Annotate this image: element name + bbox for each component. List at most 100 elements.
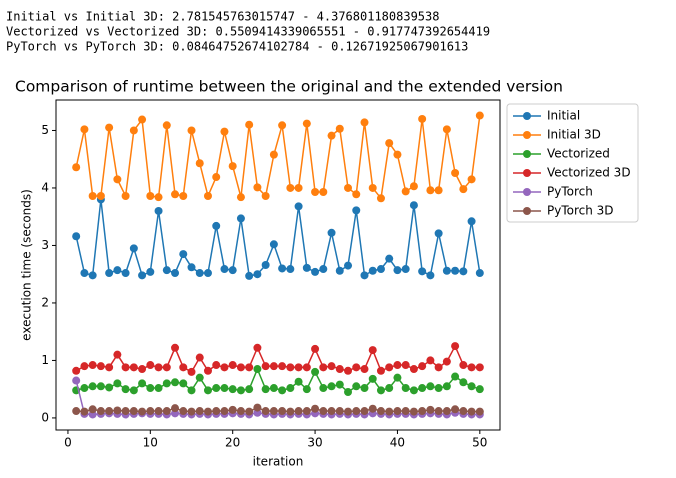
data-point bbox=[451, 372, 460, 381]
data-point bbox=[121, 407, 130, 416]
data-point bbox=[401, 187, 410, 196]
data-point bbox=[475, 269, 484, 278]
data-point bbox=[459, 267, 468, 276]
data-point bbox=[129, 363, 138, 372]
legend-marker bbox=[523, 131, 531, 139]
data-point bbox=[418, 407, 427, 416]
data-point bbox=[311, 367, 320, 376]
y-axis-label: execution time (seconds) bbox=[20, 189, 34, 341]
data-point bbox=[294, 407, 303, 416]
data-point bbox=[105, 363, 114, 372]
legend-label: Initial 3D bbox=[547, 128, 601, 142]
data-point bbox=[278, 264, 287, 273]
data-point bbox=[327, 131, 336, 140]
data-point bbox=[261, 192, 270, 201]
data-point bbox=[434, 407, 443, 416]
data-point bbox=[179, 192, 188, 201]
data-point bbox=[451, 405, 460, 414]
data-point bbox=[319, 407, 328, 416]
data-point bbox=[261, 261, 270, 269]
data-point bbox=[113, 175, 122, 184]
data-point bbox=[146, 192, 155, 201]
data-point bbox=[72, 163, 81, 172]
data-point bbox=[228, 361, 237, 370]
data-point bbox=[269, 362, 278, 371]
data-point bbox=[286, 265, 295, 274]
series-line bbox=[75, 199, 481, 277]
data-point bbox=[138, 365, 147, 374]
data-point bbox=[467, 407, 476, 416]
data-point bbox=[96, 382, 105, 391]
output-line: Vectorized vs Vectorized 3D: 0.550941433… bbox=[6, 25, 490, 39]
data-point bbox=[96, 407, 105, 416]
data-point bbox=[286, 384, 295, 393]
data-point bbox=[228, 266, 237, 275]
data-point bbox=[171, 378, 180, 387]
data-point bbox=[88, 361, 97, 370]
data-point bbox=[451, 169, 460, 178]
output-line: Initial vs Initial 3D: 2.781545763015747… bbox=[6, 10, 439, 24]
data-point bbox=[393, 361, 402, 370]
data-point bbox=[212, 384, 221, 393]
data-point bbox=[228, 162, 237, 171]
data-point bbox=[245, 363, 254, 372]
data-point bbox=[88, 192, 97, 201]
data-point bbox=[434, 384, 443, 393]
data-point bbox=[319, 363, 328, 372]
data-point bbox=[475, 363, 484, 372]
chart-title: Comparison of runtime between the origin… bbox=[15, 78, 563, 96]
data-point bbox=[393, 150, 402, 159]
data-point bbox=[426, 382, 435, 391]
data-point bbox=[278, 362, 287, 371]
data-point bbox=[344, 388, 353, 397]
data-point bbox=[393, 266, 402, 275]
data-point bbox=[302, 263, 311, 272]
data-point bbox=[80, 269, 89, 278]
data-point bbox=[327, 228, 336, 237]
data-point bbox=[236, 214, 245, 223]
data-point bbox=[203, 366, 212, 375]
data-point bbox=[426, 356, 435, 365]
data-point bbox=[451, 342, 460, 351]
legend-label: Vectorized bbox=[547, 147, 610, 161]
data-point bbox=[162, 121, 171, 130]
x-tick-label: 0 bbox=[64, 436, 72, 450]
data-point bbox=[179, 379, 188, 388]
data-point bbox=[335, 407, 344, 416]
data-point bbox=[253, 343, 262, 352]
data-point bbox=[327, 407, 336, 416]
x-tick-label: 10 bbox=[143, 436, 158, 450]
data-point bbox=[352, 206, 361, 215]
data-point bbox=[203, 386, 212, 395]
data-point bbox=[72, 366, 81, 375]
data-point bbox=[459, 407, 468, 416]
data-point bbox=[409, 365, 418, 374]
data-point bbox=[203, 192, 212, 201]
legend-marker bbox=[523, 169, 531, 177]
data-point bbox=[179, 250, 188, 259]
data-point bbox=[311, 187, 320, 196]
data-point bbox=[154, 407, 163, 416]
data-point bbox=[352, 190, 361, 199]
data-point bbox=[360, 271, 369, 280]
data-point bbox=[138, 115, 147, 124]
data-point bbox=[294, 202, 303, 211]
data-point bbox=[212, 361, 221, 370]
data-point bbox=[335, 365, 344, 374]
data-point bbox=[261, 407, 270, 416]
data-point bbox=[245, 407, 254, 416]
data-point bbox=[88, 271, 97, 280]
data-point bbox=[195, 269, 204, 278]
data-point bbox=[187, 263, 196, 272]
data-point bbox=[467, 382, 476, 391]
data-point bbox=[138, 271, 147, 280]
data-point bbox=[302, 407, 311, 416]
data-point bbox=[335, 124, 344, 133]
data-point bbox=[203, 407, 212, 416]
data-point bbox=[278, 386, 287, 395]
data-point bbox=[146, 384, 155, 393]
data-point bbox=[385, 139, 394, 148]
data-point bbox=[105, 383, 114, 392]
data-point bbox=[220, 265, 229, 274]
data-point bbox=[426, 405, 435, 414]
